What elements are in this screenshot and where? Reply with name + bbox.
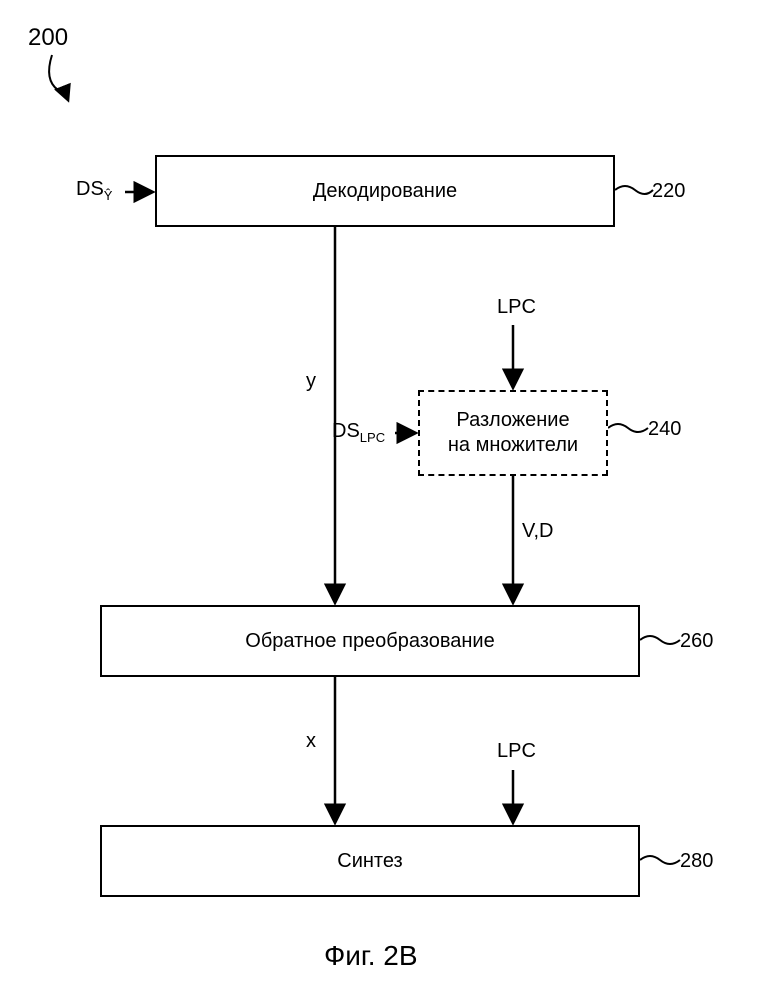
block-decode-label: Декодирование [307,175,463,208]
block-factor-label: Разложение на множители [442,404,584,462]
figure-canvas: 200 Декодирование 220 Разложение на множ… [0,0,768,1000]
ref-number-240: 240 [648,418,681,441]
label-y: y [306,370,316,393]
ref-squiggle-220 [615,180,655,204]
block-synth: Синтез [100,825,640,897]
ref-squiggle-280 [640,850,682,874]
label-ds-y: DSŶ [76,178,112,203]
ref-number-280: 280 [680,850,713,873]
block-factor: Разложение на множители [418,390,608,476]
block-synth-label: Синтез [331,845,408,878]
label-x: x [306,730,316,753]
figure-caption: Фиг. 2В [324,940,418,972]
ref-number-220: 220 [652,180,685,203]
label-ds-lpc: DSLPC [332,420,385,445]
block-inverse-label: Обратное преобразование [239,625,500,658]
block-inverse: Обратное преобразование [100,605,640,677]
label-vd: V,D [522,520,554,543]
ref-squiggle-240 [608,418,650,442]
label-lpc-top: LPC [497,296,536,319]
ref-number-260: 260 [680,630,713,653]
ref-squiggle-260 [640,630,682,654]
label-lpc-bot: LPC [497,740,536,763]
block-decode: Декодирование [155,155,615,227]
ref-number-200: 200 [28,24,68,52]
